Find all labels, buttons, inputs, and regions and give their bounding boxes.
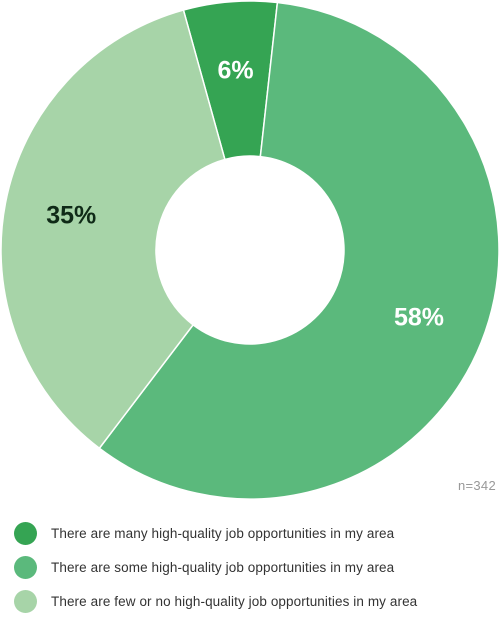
slice-few [0,9,226,450]
donut-plot: 6% 58% 35% [0,0,500,500]
sample-size-note: n=342 [457,478,496,493]
legend-label-few: There are few or no high-quality job opp… [51,593,418,609]
slice-label-few: 35% [46,202,96,230]
legend-item-some: There are some high-quality job opportun… [14,555,494,579]
legend-label-many: There are many high-quality job opportun… [51,525,395,541]
legend-item-many: There are many high-quality job opportun… [14,521,494,545]
legend-item-few: There are few or no high-quality job opp… [14,589,494,613]
legend-swatch-few [14,589,37,613]
legend-swatch-some [14,555,37,579]
slice-label-many: 6% [218,57,254,85]
slice-label-some: 58% [394,304,444,332]
legend-label-some: There are some high-quality job opportun… [51,559,395,575]
legend: There are many high-quality job opportun… [14,521,494,623]
slice-some [98,1,500,500]
legend-swatch-many [14,521,37,545]
